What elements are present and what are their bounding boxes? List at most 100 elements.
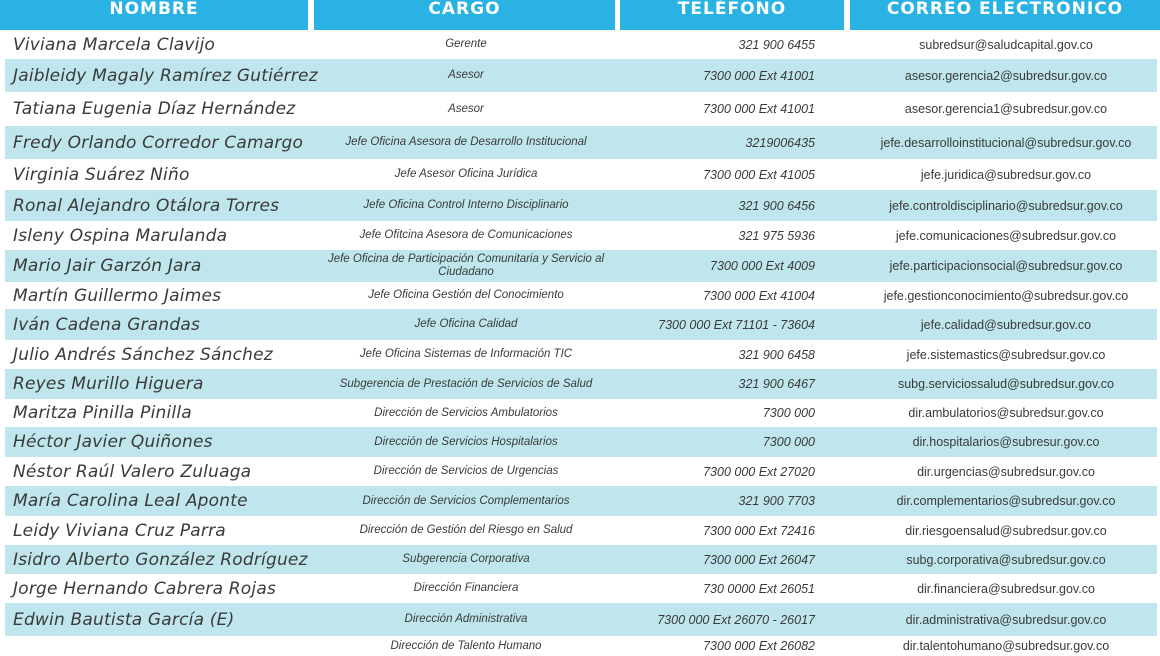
cell-nombre: Isidro Alberto González Rodríguez [13, 549, 308, 570]
cell-telefono: 7300 000 Ext 72416 [703, 523, 815, 538]
cell-cargo: Jefe Ofitcina Asesora de Comunicaciones [359, 229, 573, 241]
cell-cargo: Jefe Oficina Control Interno Disciplinar… [363, 199, 569, 211]
cell-correo: jefe.desarrolloinstitucional@subredsur.g… [880, 135, 1132, 150]
cell-nombre: Néstor Raúl Valero Zuluaga [13, 461, 252, 482]
table-row: Edwin Bautista García (E) Dirección Admin… [0, 603, 1160, 636]
cell-nombre: Julio Andrés Sánchez Sánchez [13, 344, 273, 365]
table-row: Reyes Murillo Higuera Subgerencia de Pres… [0, 369, 1160, 399]
cell-telefono: 3219006435 [745, 135, 815, 150]
table-row: Dirección de Talento Humano 7300 000 Ext … [0, 636, 1160, 656]
cell-cargo: Dirección de Talento Humano [390, 639, 542, 652]
cell-correo: dir.talentohumano@subredsur.gov.co [902, 639, 1110, 653]
cell-nombre: Leidy Viviana Cruz Parra [13, 520, 226, 541]
cell-telefono: 7300 000 Ext 41001 [703, 68, 815, 83]
row-background [5, 309, 1157, 340]
cell-nombre: María Carolina Leal Aponte [13, 491, 248, 511]
cell-cargo: Dirección de Servicios Complementarios [362, 494, 570, 507]
cell-nombre: Jorge Hernando Cabrera Rojas [13, 578, 276, 599]
table-row: María Carolina Leal Aponte Dirección de S… [0, 486, 1160, 516]
cell-nombre: Maritza Pinilla Pinilla [13, 403, 192, 423]
cell-nombre: Reyes Murillo Higuera [13, 374, 204, 394]
header-nombre: NOMBRE [0, 0, 308, 30]
table-row: Héctor Javier Quiñones Dirección de Servi… [0, 427, 1160, 457]
table-row: Leidy Viviana Cruz Parra Dirección de Ges… [0, 516, 1160, 545]
cell-nombre: Fredy Orlando Corredor Camargo [13, 132, 304, 153]
table-row: Isidro Alberto González Rodríguez Subgere… [0, 545, 1160, 574]
cell-telefono: 7300 000 Ext 41001 [703, 102, 815, 116]
cell-cargo: Jefe Oficina Sistemas de Información TIC [359, 348, 573, 360]
cell-cargo: Subgerencia Corporativa [402, 553, 530, 565]
table-row: Néstor Raúl Valero Zuluaga Dirección de S… [0, 457, 1160, 486]
table-row: Jorge Hernando Cabrera Rojas Dirección Fi… [0, 574, 1160, 603]
cell-telefono: 321 900 6458 [738, 347, 815, 362]
cell-telefono: 7300 000 Ext 41005 [703, 167, 815, 182]
cell-nombre: Tatiana Eugenia Díaz Hernández [13, 99, 296, 119]
table-row: Martín Guillermo Jaimes Jefe Oficina Gest… [0, 282, 1160, 309]
cell-nombre: Iván Cadena Grandas [13, 314, 201, 335]
cell-correo: jefe.controldisciplinario@subredsur.gov.… [889, 198, 1123, 213]
cell-correo: subg.serviciossalud@subredsur.gov.co [897, 377, 1115, 391]
cell-cargo: Dirección de Servicios de Urgencias [373, 465, 559, 477]
cell-cargo: Dirección de Gestión del Riesgo en Salud [359, 524, 573, 536]
row-background [5, 59, 1157, 92]
cell-cargo: Dirección de Servicios Ambulatorios [374, 406, 558, 419]
cell-correo: subredsur@saludcapital.gov.co [919, 37, 1093, 52]
cell-nombre: Viviana Marcela Clavijo [13, 34, 216, 55]
cell-cargo: Dirección Administrativa [404, 613, 528, 625]
row-background [5, 250, 1157, 282]
cell-cargo: Dirección Financiera [413, 582, 519, 594]
cell-cargo: Jefe Asesor Oficina Jurídica [394, 168, 538, 180]
row-background [5, 486, 1157, 516]
cell-nombre: Isleny Ospina Marulanda [13, 225, 228, 246]
cell-correo: dir.ambulatorios@subredsur.gov.co [908, 406, 1104, 420]
header-cargo: CARGO [314, 0, 615, 30]
cell-telefono: 7300 000 Ext 26082 [703, 639, 815, 653]
row-background [5, 190, 1157, 221]
cell-correo: jefe.juridica@subredsur.gov.co [920, 167, 1092, 182]
cell-telefono: 730 0000 Ext 26051 [703, 581, 815, 596]
cell-telefono: 7300 000 Ext 71101 - 73604 [658, 317, 815, 332]
table-header: NOMBRE CARGO TELÉFONO CORREO ELECTRÓNICO [0, 0, 1160, 30]
cell-cargo: Jefe Oficina Calidad [414, 318, 518, 330]
table-row: Maritza Pinilla Pinilla Dirección de Serv… [0, 399, 1160, 427]
cell-telefono: 7300 000 Ext 41004 [703, 288, 815, 303]
cell-nombre: Martín Guillermo Jaimes [13, 285, 222, 306]
table-row: Jaibleidy Magaly Ramírez Gutiérrez Asesor… [0, 59, 1160, 92]
cell-telefono: 7300 000 [762, 406, 815, 420]
cell-telefono: 7300 000 Ext 27020 [703, 464, 815, 479]
cell-nombre: Mario Jair Garzón Jara [13, 256, 202, 276]
cell-cargo: Subgerencia de Prestación de Servicios d… [339, 377, 593, 390]
table-row: Iván Cadena Grandas Jefe Oficina Calidad 7… [0, 309, 1160, 340]
cell-correo: dir.administrativa@subredsur.gov.co [905, 612, 1107, 627]
cell-telefono: 7300 000 Ext 4009 [710, 259, 815, 273]
cell-correo: subg.corporativa@subredsur.gov.co [906, 552, 1106, 567]
table-row: Isleny Ospina Marulanda Jefe Ofitcina Ase… [0, 221, 1160, 250]
row-background [5, 545, 1157, 574]
cell-correo: jefe.sistemastics@subredsur.gov.co [906, 347, 1106, 362]
cell-correo: dir.urgencias@subredsur.gov.co [917, 464, 1095, 479]
cell-correo: jefe.comunicaciones@subredsur.gov.co [895, 228, 1117, 243]
header-correo: CORREO ELECTRÓNICO [850, 0, 1160, 30]
cell-correo: dir.financiera@subredsur.gov.co [917, 581, 1095, 596]
cell-nombre [13, 636, 313, 656]
cell-cargo: Jefe Oficina Asesora de Desarrollo Insti… [345, 136, 587, 148]
cell-nombre: Jaibleidy Magaly Ramírez Gutiérrez [13, 65, 318, 86]
cell-nombre: Edwin Bautista García (E) [13, 609, 235, 630]
table-row: Tatiana Eugenia Díaz Hernández Asesor 7300… [0, 92, 1160, 126]
cell-cargo: Jefe Oficina Gestión del Conocimiento [368, 289, 564, 301]
cell-correo: dir.complementarios@subredsur.gov.co [896, 494, 1116, 508]
cell-telefono: 7300 000 [762, 435, 815, 449]
cell-telefono: 7300 000 Ext 26070 - 26017 [657, 612, 815, 627]
cell-telefono: 321 900 6467 [738, 377, 815, 391]
row-background [5, 603, 1157, 636]
cell-telefono: 321 900 6456 [738, 198, 815, 213]
cell-cargo: Asesor [448, 102, 484, 115]
cell-nombre: Virginia Suárez Niño [13, 164, 190, 185]
cell-correo: dir.hospitalarios@subresur.gov.co [912, 435, 1100, 449]
cell-telefono: 321 975 5936 [738, 228, 815, 243]
table-row: Mario Jair Garzón Jara Jefe Oficina de Pa… [0, 250, 1160, 282]
cell-telefono: 321 900 7703 [738, 494, 815, 508]
table-row: Viviana Marcela Clavijo Gerente 321 900 64… [0, 30, 1160, 59]
table-row: Fredy Orlando Corredor Camargo Jefe Ofici… [0, 126, 1160, 159]
cell-correo: jefe.gestionconocimiento@subredsur.gov.c… [883, 288, 1129, 303]
